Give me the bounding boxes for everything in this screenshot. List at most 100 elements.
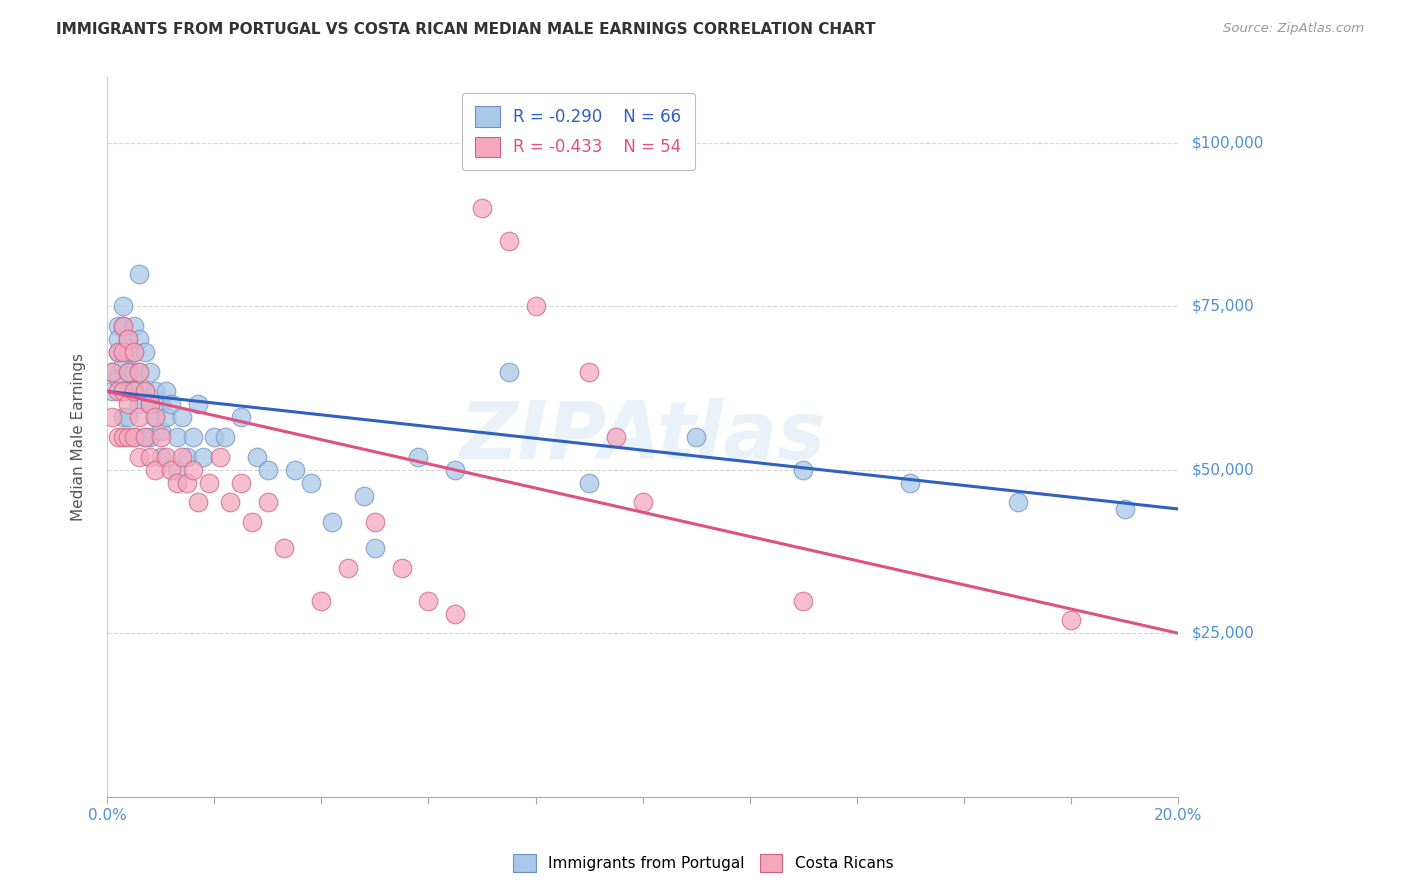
- Point: [605, 430, 627, 444]
- Point: [214, 430, 236, 444]
- Point: [107, 318, 129, 333]
- Point: [187, 397, 209, 411]
- Point: [117, 332, 139, 346]
- Point: [444, 607, 467, 621]
- Point: [112, 345, 135, 359]
- Point: [444, 463, 467, 477]
- Text: $75,000: $75,000: [1192, 299, 1254, 314]
- Point: [418, 593, 440, 607]
- Point: [107, 345, 129, 359]
- Point: [112, 384, 135, 399]
- Point: [498, 365, 520, 379]
- Text: Source: ZipAtlas.com: Source: ZipAtlas.com: [1223, 22, 1364, 36]
- Point: [155, 450, 177, 464]
- Point: [208, 450, 231, 464]
- Point: [143, 463, 166, 477]
- Point: [166, 475, 188, 490]
- Point: [166, 463, 188, 477]
- Point: [406, 450, 429, 464]
- Point: [107, 345, 129, 359]
- Point: [122, 384, 145, 399]
- Point: [792, 593, 814, 607]
- Point: [122, 318, 145, 333]
- Text: ZIPAtlas: ZIPAtlas: [460, 398, 825, 476]
- Point: [139, 365, 162, 379]
- Point: [122, 430, 145, 444]
- Point: [273, 541, 295, 556]
- Point: [149, 424, 172, 438]
- Point: [112, 299, 135, 313]
- Point: [122, 345, 145, 359]
- Point: [128, 332, 150, 346]
- Point: [391, 561, 413, 575]
- Point: [134, 345, 156, 359]
- Point: [792, 463, 814, 477]
- Point: [202, 430, 225, 444]
- Point: [900, 475, 922, 490]
- Point: [1007, 495, 1029, 509]
- Point: [139, 450, 162, 464]
- Point: [117, 332, 139, 346]
- Point: [1114, 502, 1136, 516]
- Point: [128, 267, 150, 281]
- Point: [155, 410, 177, 425]
- Point: [353, 489, 375, 503]
- Y-axis label: Median Male Earnings: Median Male Earnings: [72, 353, 86, 521]
- Point: [631, 495, 654, 509]
- Point: [112, 345, 135, 359]
- Point: [256, 463, 278, 477]
- Point: [134, 430, 156, 444]
- Point: [170, 450, 193, 464]
- Point: [149, 450, 172, 464]
- Point: [1060, 613, 1083, 627]
- Point: [117, 345, 139, 359]
- Point: [193, 450, 215, 464]
- Point: [143, 410, 166, 425]
- Point: [578, 475, 600, 490]
- Point: [143, 384, 166, 399]
- Point: [283, 463, 305, 477]
- Point: [128, 410, 150, 425]
- Point: [149, 430, 172, 444]
- Text: $25,000: $25,000: [1192, 625, 1254, 640]
- Point: [311, 593, 333, 607]
- Point: [181, 463, 204, 477]
- Point: [122, 365, 145, 379]
- Point: [364, 515, 387, 529]
- Point: [112, 318, 135, 333]
- Point: [139, 397, 162, 411]
- Text: $50,000: $50,000: [1192, 462, 1254, 477]
- Point: [112, 430, 135, 444]
- Point: [128, 397, 150, 411]
- Point: [198, 475, 221, 490]
- Point: [107, 332, 129, 346]
- Point: [112, 384, 135, 399]
- Point: [364, 541, 387, 556]
- Point: [149, 397, 172, 411]
- Point: [685, 430, 707, 444]
- Text: $100,000: $100,000: [1192, 136, 1264, 151]
- Point: [160, 397, 183, 411]
- Point: [107, 430, 129, 444]
- Point: [246, 450, 269, 464]
- Point: [170, 410, 193, 425]
- Point: [240, 515, 263, 529]
- Point: [139, 430, 162, 444]
- Point: [101, 365, 124, 379]
- Point: [176, 475, 198, 490]
- Point: [128, 365, 150, 379]
- Point: [155, 384, 177, 399]
- Text: IMMIGRANTS FROM PORTUGAL VS COSTA RICAN MEDIAN MALE EARNINGS CORRELATION CHART: IMMIGRANTS FROM PORTUGAL VS COSTA RICAN …: [56, 22, 876, 37]
- Point: [578, 365, 600, 379]
- Point: [117, 430, 139, 444]
- Point: [471, 201, 494, 215]
- Point: [524, 299, 547, 313]
- Point: [187, 495, 209, 509]
- Point: [176, 450, 198, 464]
- Point: [122, 384, 145, 399]
- Point: [101, 384, 124, 399]
- Point: [321, 515, 343, 529]
- Point: [117, 365, 139, 379]
- Point: [122, 345, 145, 359]
- Point: [117, 397, 139, 411]
